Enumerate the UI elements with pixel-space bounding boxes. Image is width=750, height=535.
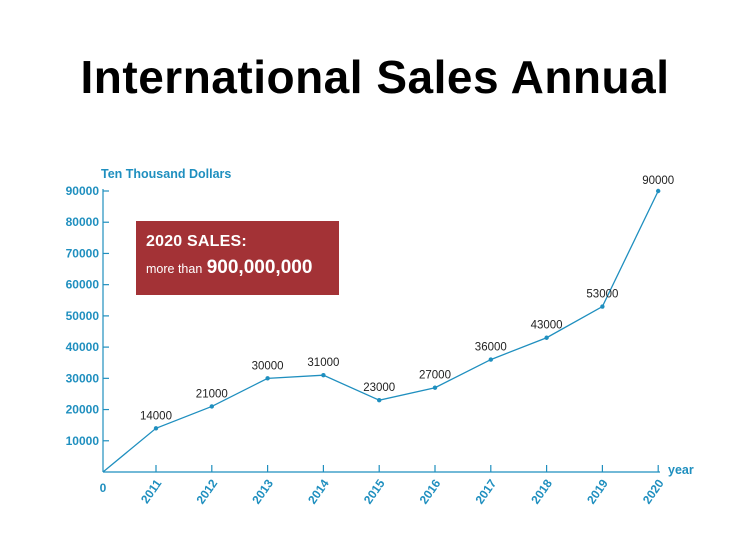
data-label: 31000 [307,357,339,369]
data-point [377,397,382,403]
x-tick-label: 2018 [528,476,555,506]
data-label: 53000 [586,289,618,301]
x-tick-label: 2019 [584,476,611,506]
x-tick-label: 2015 [361,476,388,506]
data-label: 23000 [363,382,395,394]
data-point [321,373,326,378]
data-point [544,335,549,340]
data-point [656,188,661,194]
data-point [432,385,438,390]
data-label: 14000 [140,410,172,422]
data-point [265,376,270,381]
y-axis-title: Ten Thousand Dollars [101,167,231,181]
y-tick-label: 60000 [66,278,100,292]
callout-line: more than 900,000,000 [146,257,339,279]
y-tick-label: 20000 [66,403,100,417]
data-label: 27000 [419,370,451,382]
data-label: 43000 [531,320,563,332]
y-tick-label: 40000 [66,340,100,354]
origin-label: 0 [100,481,107,495]
x-tick-label: 2011 [138,476,165,506]
data-label: 36000 [475,342,507,354]
x-tick-label: 2012 [193,476,220,506]
y-tick-label: 70000 [66,246,100,260]
data-point [209,404,214,409]
x-tick-label: 2016 [417,476,444,506]
x-tick-label: 2014 [305,476,332,506]
callout-heading: 2020 SALES: [146,233,247,250]
y-tick-label: 90000 [66,184,100,198]
callout-amount: 900,000,000 [206,257,313,278]
x-tick-label: 2013 [249,476,276,506]
y-tick-label: 10000 [66,434,100,448]
data-point [153,426,159,431]
data-label: 90000 [642,175,674,187]
data-label: 30000 [252,360,284,372]
x-tick-label: 2017 [472,476,499,506]
sales-callout: 2020 SALES: more than 900,000,000 [136,221,339,295]
data-point [600,304,605,309]
y-tick-label: 30000 [66,371,100,385]
y-tick-label: 50000 [66,309,100,323]
x-axis-title: year [668,463,694,477]
chart-title: International Sales Annual [80,51,670,103]
data-point [488,357,493,362]
y-tick-label: 80000 [66,215,100,229]
callout-prefix: more than [146,262,203,276]
data-label: 21000 [196,388,228,400]
x-tick-label: 2020 [640,476,667,506]
